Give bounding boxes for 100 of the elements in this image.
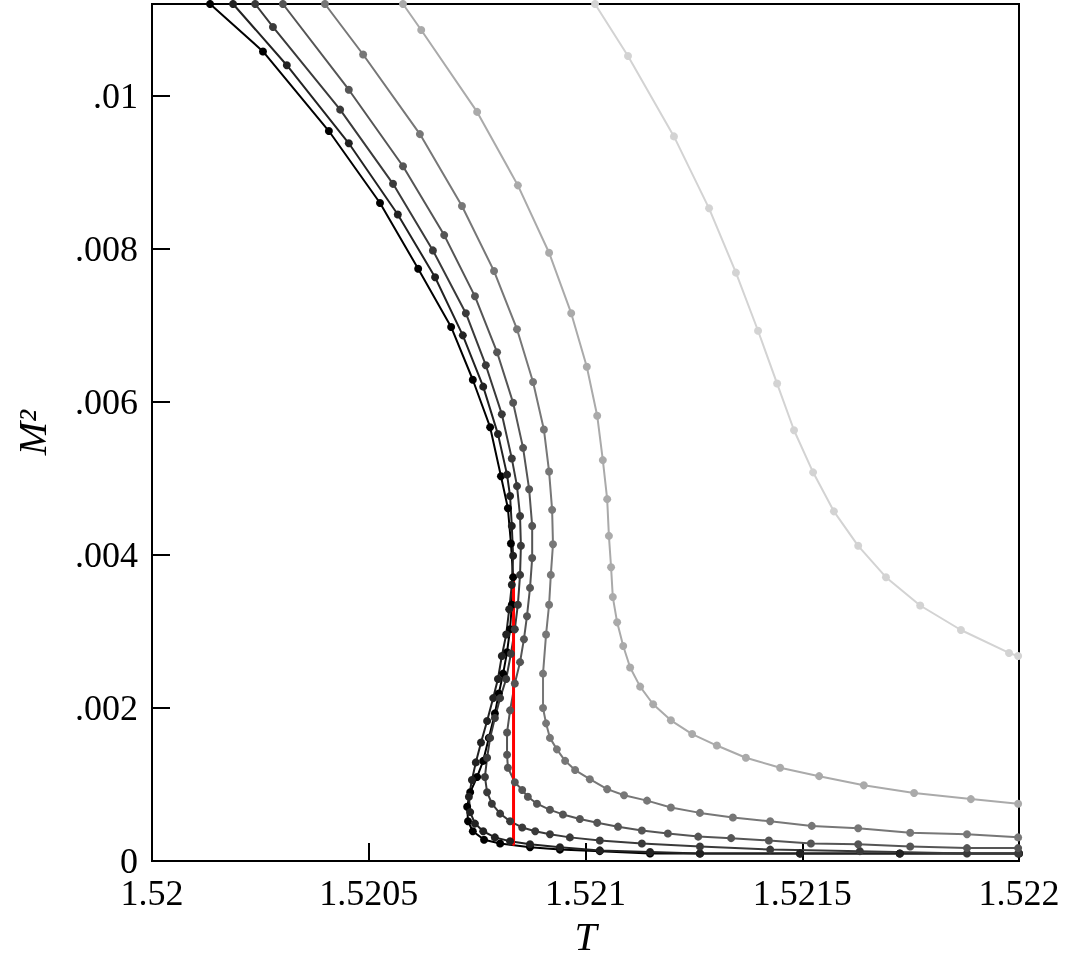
point bbox=[282, 61, 291, 70]
point bbox=[518, 785, 527, 794]
point bbox=[483, 753, 492, 762]
point bbox=[764, 836, 773, 845]
point bbox=[470, 819, 479, 828]
point bbox=[376, 198, 385, 207]
point bbox=[966, 795, 975, 804]
point bbox=[497, 410, 506, 419]
point bbox=[479, 827, 488, 836]
point bbox=[604, 531, 613, 540]
point bbox=[532, 799, 541, 808]
point bbox=[417, 26, 426, 35]
point bbox=[916, 601, 925, 610]
point bbox=[585, 775, 594, 784]
point bbox=[854, 541, 863, 550]
point bbox=[906, 828, 915, 837]
point bbox=[503, 470, 512, 479]
point bbox=[575, 815, 584, 824]
point bbox=[1005, 648, 1014, 657]
point bbox=[809, 468, 818, 477]
point bbox=[807, 821, 816, 830]
point bbox=[428, 246, 437, 255]
point bbox=[473, 107, 482, 116]
point bbox=[480, 772, 489, 781]
point bbox=[790, 426, 799, 435]
point bbox=[528, 521, 537, 530]
point bbox=[545, 467, 554, 476]
point bbox=[741, 753, 750, 762]
point bbox=[258, 47, 267, 56]
point bbox=[493, 348, 502, 357]
point bbox=[598, 456, 607, 465]
point bbox=[705, 204, 714, 213]
point bbox=[490, 714, 499, 722]
point bbox=[506, 706, 515, 715]
point bbox=[510, 625, 519, 634]
point bbox=[766, 817, 775, 826]
point bbox=[509, 398, 518, 407]
point bbox=[509, 573, 518, 582]
point bbox=[773, 379, 782, 388]
point bbox=[502, 630, 511, 639]
point bbox=[447, 322, 456, 331]
point bbox=[278, 0, 287, 8]
point bbox=[637, 826, 646, 835]
point bbox=[507, 521, 516, 530]
point bbox=[324, 127, 333, 136]
point bbox=[565, 833, 574, 842]
point bbox=[962, 830, 971, 839]
point bbox=[663, 829, 672, 838]
point bbox=[539, 425, 548, 434]
point bbox=[513, 325, 522, 334]
point bbox=[344, 85, 353, 94]
point bbox=[483, 788, 492, 797]
point bbox=[539, 669, 548, 678]
point bbox=[815, 772, 824, 781]
point bbox=[513, 181, 522, 190]
x-tick-label: 1.521 bbox=[545, 873, 626, 914]
point bbox=[464, 817, 473, 826]
point bbox=[545, 733, 554, 742]
point bbox=[626, 663, 635, 672]
point bbox=[1014, 833, 1023, 842]
point bbox=[415, 130, 424, 139]
point bbox=[695, 808, 704, 817]
point bbox=[468, 827, 477, 836]
point bbox=[829, 507, 838, 516]
point bbox=[528, 554, 537, 563]
x-tick-label: 1.5215 bbox=[752, 873, 852, 914]
point bbox=[854, 840, 863, 849]
point bbox=[503, 728, 512, 737]
point bbox=[490, 267, 499, 276]
point bbox=[487, 799, 496, 808]
point bbox=[503, 763, 512, 772]
point bbox=[519, 443, 528, 452]
point bbox=[507, 580, 516, 589]
point bbox=[637, 839, 646, 848]
point bbox=[493, 674, 502, 683]
point bbox=[506, 837, 515, 846]
point bbox=[506, 817, 515, 826]
point bbox=[614, 822, 623, 831]
point bbox=[516, 541, 525, 550]
point bbox=[251, 0, 260, 8]
point bbox=[666, 716, 675, 725]
point bbox=[414, 264, 423, 273]
point bbox=[727, 834, 736, 843]
point bbox=[480, 835, 489, 844]
point bbox=[571, 766, 580, 775]
point bbox=[623, 52, 632, 61]
point bbox=[458, 331, 467, 340]
point bbox=[510, 679, 519, 688]
point bbox=[206, 0, 215, 8]
point bbox=[906, 842, 915, 851]
point bbox=[477, 738, 486, 747]
point bbox=[546, 570, 555, 579]
point bbox=[669, 132, 678, 141]
y-axis-title: M² bbox=[9, 408, 55, 457]
point bbox=[695, 842, 704, 851]
x-tick-label: 1.522 bbox=[978, 873, 1060, 914]
point bbox=[496, 839, 505, 848]
point bbox=[344, 139, 353, 148]
point bbox=[389, 179, 398, 188]
point bbox=[1014, 844, 1023, 853]
